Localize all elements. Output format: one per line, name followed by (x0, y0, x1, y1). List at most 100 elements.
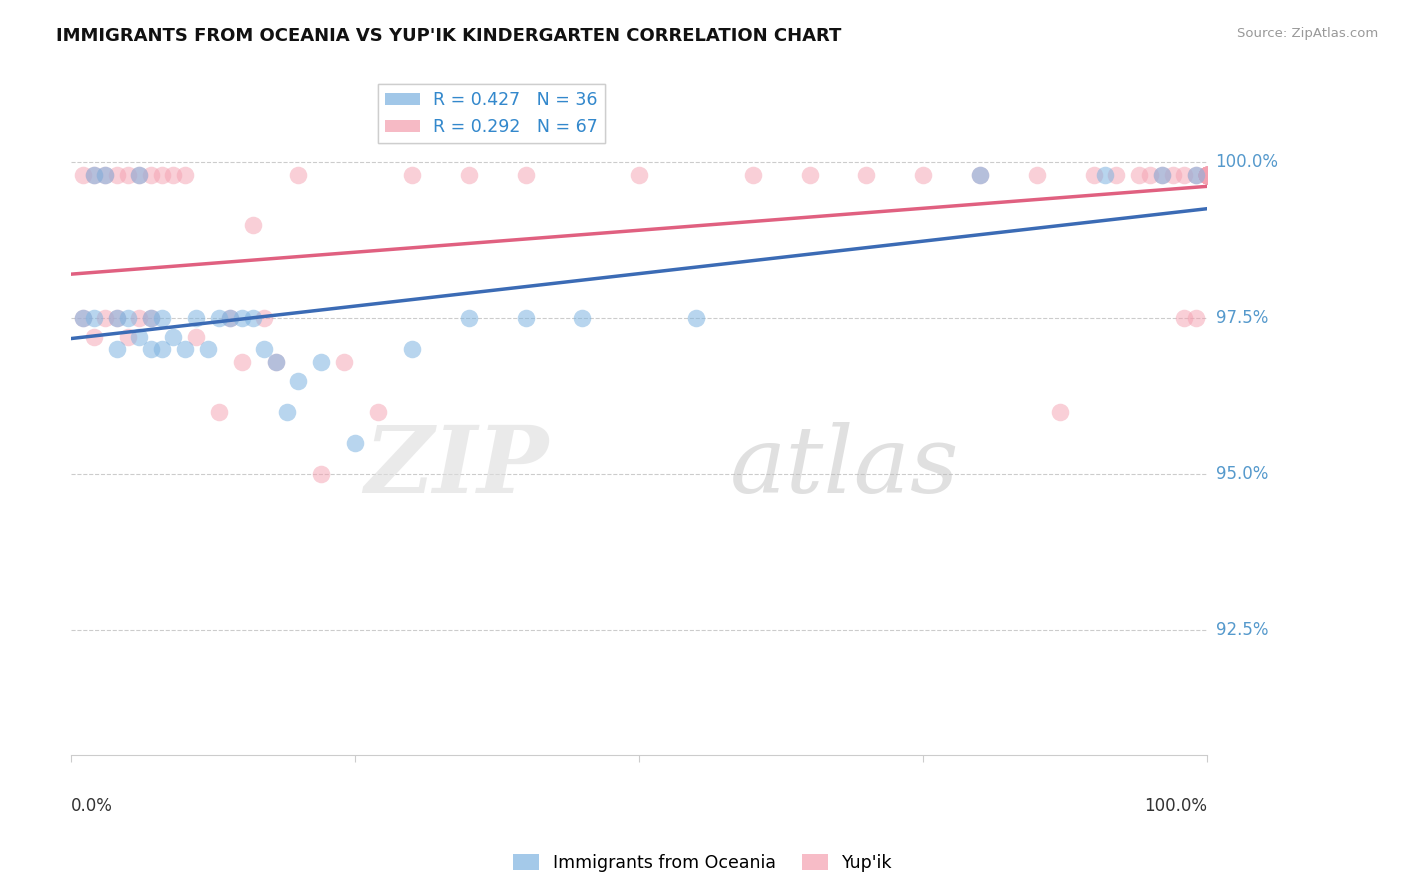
Point (105, 311, 128, 326)
Point (969, 168, 991, 182)
Point (1197, 168, 1219, 182)
Point (253, 343, 276, 357)
Point (208, 311, 231, 326)
Point (515, 168, 537, 182)
Point (139, 311, 162, 326)
Point (344, 436, 367, 450)
Point (186, 311, 208, 326)
Point (1197, 168, 1219, 182)
Point (1197, 168, 1219, 182)
Point (799, 168, 821, 182)
Text: 92.5%: 92.5% (1216, 622, 1268, 640)
Point (105, 311, 128, 326)
Text: 95.0%: 95.0% (1216, 466, 1268, 483)
Point (1197, 168, 1219, 182)
Point (139, 168, 162, 182)
Point (1197, 168, 1219, 182)
Point (1025, 168, 1047, 182)
Point (231, 355, 253, 369)
Point (150, 168, 173, 182)
Point (1197, 168, 1219, 182)
Point (128, 168, 150, 182)
Point (72, 168, 94, 182)
Point (1197, 168, 1219, 182)
Text: Source: ZipAtlas.com: Source: ZipAtlas.com (1237, 27, 1378, 40)
Point (1197, 168, 1219, 182)
Point (1094, 168, 1116, 182)
Text: atlas: atlas (730, 422, 959, 512)
Point (83, 168, 105, 182)
Point (1105, 168, 1128, 182)
Point (242, 218, 264, 232)
Point (1128, 168, 1150, 182)
Legend: Immigrants from Oceania, Yup'ik: Immigrants from Oceania, Yup'ik (506, 847, 900, 879)
Point (367, 405, 389, 419)
Legend: R = 0.427   N = 36, R = 0.292   N = 67: R = 0.427 N = 36, R = 0.292 N = 67 (378, 84, 605, 143)
Text: ZIP: ZIP (364, 422, 548, 512)
Point (128, 330, 150, 344)
Text: 100.0%: 100.0% (1144, 797, 1208, 814)
Point (173, 168, 195, 182)
Point (150, 343, 173, 357)
Point (173, 343, 195, 357)
Point (1049, 405, 1071, 419)
Point (401, 343, 423, 357)
Point (912, 168, 935, 182)
Point (741, 168, 763, 182)
Point (1197, 168, 1219, 182)
Point (105, 168, 128, 182)
Point (128, 311, 150, 326)
Point (94, 311, 117, 326)
Point (264, 355, 287, 369)
Point (1083, 168, 1105, 182)
Point (969, 168, 991, 182)
Point (1197, 168, 1219, 182)
Point (276, 405, 298, 419)
Point (628, 168, 651, 182)
Point (1185, 168, 1208, 182)
Point (1197, 168, 1219, 182)
Point (72, 311, 94, 326)
Point (571, 311, 593, 326)
Point (219, 311, 242, 326)
Point (457, 311, 479, 326)
Point (457, 168, 479, 182)
Point (150, 311, 173, 326)
Point (1197, 168, 1219, 182)
Point (309, 355, 332, 369)
Point (685, 311, 707, 326)
Point (855, 168, 877, 182)
Point (162, 168, 184, 182)
Point (287, 168, 309, 182)
Point (1197, 168, 1219, 182)
Point (1197, 168, 1219, 182)
Point (309, 467, 332, 482)
Point (94, 168, 117, 182)
Text: 97.5%: 97.5% (1216, 310, 1268, 327)
Point (1197, 168, 1219, 182)
Point (162, 330, 184, 344)
Point (72, 311, 94, 326)
Point (208, 405, 231, 419)
Point (83, 330, 105, 344)
Point (401, 168, 423, 182)
Point (253, 311, 276, 326)
Point (117, 311, 139, 326)
Point (219, 311, 242, 326)
Point (197, 343, 219, 357)
Point (105, 343, 128, 357)
Point (1139, 168, 1161, 182)
Point (1197, 168, 1219, 182)
Point (1173, 311, 1195, 326)
Point (242, 311, 264, 326)
Point (1197, 168, 1219, 182)
Point (333, 355, 356, 369)
Point (139, 343, 162, 357)
Point (128, 168, 150, 182)
Point (94, 168, 117, 182)
Point (1197, 168, 1219, 182)
Text: IMMIGRANTS FROM OCEANIA VS YUP'IK KINDERGARTEN CORRELATION CHART: IMMIGRANTS FROM OCEANIA VS YUP'IK KINDER… (56, 27, 842, 45)
Point (1173, 168, 1195, 182)
Point (83, 311, 105, 326)
Point (1161, 168, 1184, 182)
